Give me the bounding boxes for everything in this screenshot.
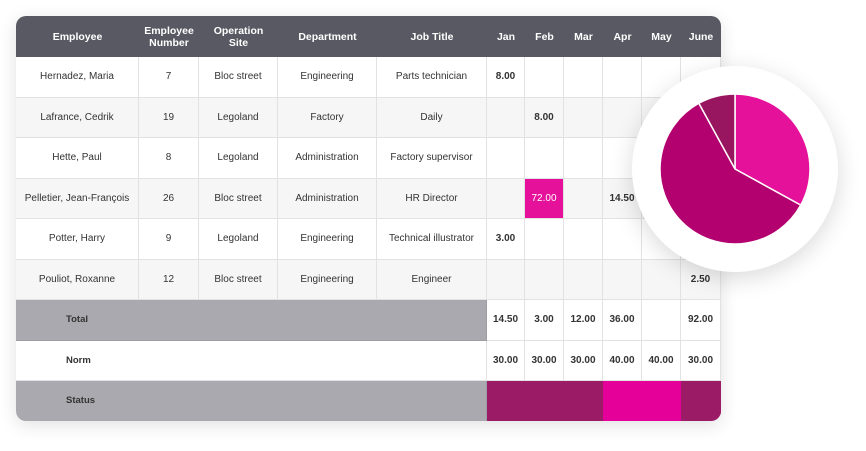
pie-slice-1 (734, 93, 811, 207)
total-value-cell: 14.50 (487, 300, 525, 341)
column-header[interactable]: Apr (603, 16, 642, 57)
job-title-cell: Factory supervisor (377, 138, 487, 179)
month-hours-cell[interactable] (564, 178, 603, 219)
employee-name-cell: Hernadez, Maria (16, 57, 139, 98)
norm-value-cell: 30.00 (681, 340, 721, 381)
pie-chart-svg (659, 93, 811, 245)
month-hours-cell[interactable] (564, 259, 603, 300)
column-header[interactable]: Feb (525, 16, 564, 57)
total-value-cell: 3.00 (525, 300, 564, 341)
column-header[interactable]: Mar (564, 16, 603, 57)
month-hours-cell[interactable] (487, 259, 525, 300)
month-hours-cell[interactable] (603, 219, 642, 260)
column-header[interactable]: May (642, 16, 681, 57)
month-hours-cell[interactable] (603, 97, 642, 138)
month-hours-cell[interactable] (564, 97, 603, 138)
column-header[interactable]: Job Title (377, 16, 487, 57)
job-title-cell: Parts technician (377, 57, 487, 98)
operation-site-cell: Legoland (199, 138, 278, 179)
employee-number-cell: 26 (139, 178, 199, 219)
column-header[interactable]: Employee Number (139, 16, 199, 57)
month-hours-cell[interactable] (525, 57, 564, 98)
norm-value-cell: 30.00 (564, 340, 603, 381)
month-hours-cell[interactable]: 8.00 (525, 97, 564, 138)
norm-value-cell: 40.00 (603, 340, 642, 381)
status-cell (642, 381, 681, 421)
month-hours-cell[interactable] (603, 57, 642, 98)
month-hours-cell[interactable] (642, 259, 681, 300)
operation-site-cell: Legoland (199, 219, 278, 260)
total-value-cell (642, 300, 681, 341)
month-hours-cell[interactable]: 3.00 (487, 219, 525, 260)
department-cell: Engineering (278, 57, 377, 98)
norm-label: Norm (16, 340, 487, 381)
month-hours-cell[interactable] (525, 259, 564, 300)
month-hours-cell[interactable]: 72.00 (525, 178, 564, 219)
month-hours-cell[interactable] (487, 138, 525, 179)
job-title-cell: Engineer (377, 259, 487, 300)
employee-number-cell: 12 (139, 259, 199, 300)
operation-site-cell: Bloc street (199, 259, 278, 300)
norm-value-cell: 30.00 (525, 340, 564, 381)
column-header[interactable]: Department (278, 16, 377, 57)
month-hours-cell[interactable] (487, 178, 525, 219)
status-cell (681, 381, 721, 421)
norm-value-cell: 40.00 (642, 340, 681, 381)
employee-number-cell: 8 (139, 138, 199, 179)
department-cell: Engineering (278, 259, 377, 300)
employee-number-cell: 7 (139, 57, 199, 98)
employee-name-cell: Pelletier, Jean-François (16, 178, 139, 219)
employee-name-cell: Lafrance, Cedrik (16, 97, 139, 138)
column-header[interactable]: Operation Site (199, 16, 278, 57)
status-cell (525, 381, 564, 421)
month-hours-cell[interactable] (487, 97, 525, 138)
pie-chart (632, 66, 838, 272)
total-label: Total (16, 300, 487, 341)
employee-name-cell: Hette, Paul (16, 138, 139, 179)
department-cell: Factory (278, 97, 377, 138)
month-hours-cell[interactable] (525, 219, 564, 260)
operation-site-cell: Legoland (199, 97, 278, 138)
department-cell: Administration (278, 138, 377, 179)
total-value-cell: 36.00 (603, 300, 642, 341)
employee-number-cell: 19 (139, 97, 199, 138)
status-cell (603, 381, 642, 421)
status-label: Status (16, 381, 487, 421)
pie-slice-3 (697, 93, 736, 170)
month-hours-cell[interactable] (525, 138, 564, 179)
pie-slice-2 (659, 102, 802, 245)
column-header[interactable]: Employee (16, 16, 139, 57)
month-hours-cell[interactable] (603, 259, 642, 300)
column-header[interactable]: Jan (487, 16, 525, 57)
operation-site-cell: Bloc street (199, 178, 278, 219)
total-value-cell: 92.00 (681, 300, 721, 341)
timesheet-card: Employee Employee Number Operation Site Dep… (16, 16, 721, 421)
timesheet-table: Employee Employee Number Operation Site Dep… (16, 16, 721, 421)
operation-site-cell: Bloc street (199, 57, 278, 98)
employee-number-cell: 9 (139, 219, 199, 260)
status-cell (564, 381, 603, 421)
month-hours-cell[interactable] (564, 219, 603, 260)
job-title-cell: Daily (377, 97, 487, 138)
status-cell (487, 381, 525, 421)
department-cell: Engineering (278, 219, 377, 260)
total-value-cell: 12.00 (564, 300, 603, 341)
job-title-cell: Technical illustrator (377, 219, 487, 260)
month-hours-cell[interactable] (564, 57, 603, 98)
norm-value-cell: 30.00 (487, 340, 525, 381)
month-hours-cell[interactable] (564, 138, 603, 179)
department-cell: Administration (278, 178, 377, 219)
employee-name-cell: Potter, Harry (16, 219, 139, 260)
employee-name-cell: Pouliot, Roxanne (16, 259, 139, 300)
job-title-cell: HR Director (377, 178, 487, 219)
column-header[interactable]: June (681, 16, 721, 57)
month-hours-cell[interactable]: 8.00 (487, 57, 525, 98)
